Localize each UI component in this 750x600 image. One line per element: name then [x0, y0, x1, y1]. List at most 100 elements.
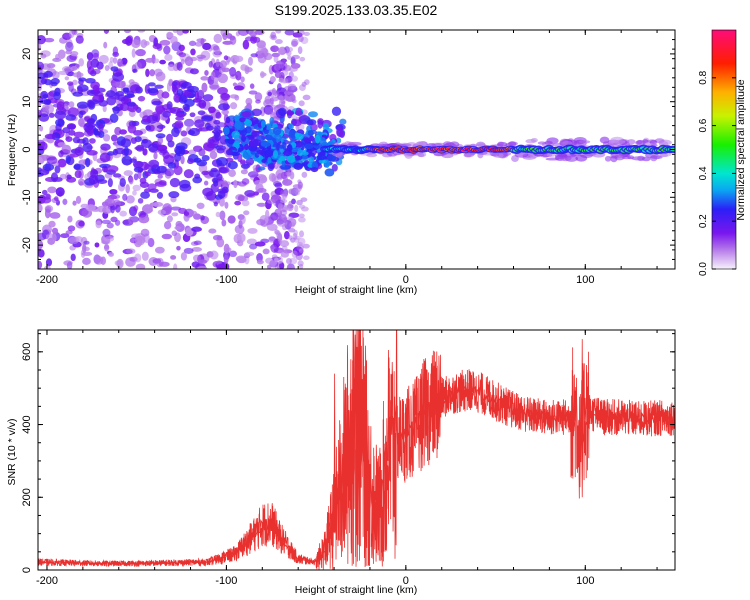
spectrogram-cell: [227, 215, 236, 224]
spectrogram-cell: [166, 82, 171, 92]
spectrogram-cell: [276, 215, 283, 223]
spectrogram-cell: [166, 133, 173, 143]
spectrogram-cell: [496, 141, 508, 148]
spectrogram-cell: [134, 61, 142, 70]
spectrogram-cell: [262, 248, 270, 255]
spectrogram-cell: [68, 30, 75, 39]
spectrogram-cell: [180, 251, 188, 261]
spectrogram-cell: [166, 101, 173, 110]
spectrogram-ytick-label: 10: [21, 96, 33, 108]
spectrogram-cell: [119, 210, 127, 217]
colorbar-tick-label: 0.8: [698, 70, 709, 84]
spectrogram-cell: [167, 64, 176, 72]
spectrogram-cell: [166, 31, 173, 38]
spectrogram-cell: [137, 30, 146, 33]
spectrogram-cell: [131, 48, 136, 58]
spectrogram-cell: [125, 248, 136, 255]
spectrogram-cell: [76, 70, 82, 80]
spectrogram-cell: [46, 63, 56, 69]
spectrogram-cell: [135, 49, 146, 57]
spectrogram-cell: [93, 129, 99, 136]
spectrogram-cell: [561, 140, 573, 145]
spectrogram-cell: [130, 84, 141, 94]
spectrogram-cell: [38, 125, 44, 132]
spectrogram-cell: [270, 104, 278, 110]
spectrogram-cell: [99, 152, 111, 163]
spectrogram-cell: [637, 155, 645, 162]
spectrogram-cell: [132, 68, 138, 73]
spectrogram-cell: [266, 264, 272, 269]
spectrogram-cell: [295, 252, 303, 261]
spectrogram-cell: [174, 120, 184, 128]
spectrogram-cell: [84, 123, 97, 128]
spectrogram-cell: [162, 151, 170, 159]
spectrogram-cell: [54, 196, 59, 202]
spectrogram-cell: [38, 35, 46, 45]
spectrogram-cell: [113, 173, 122, 178]
spectrogram-cell: [110, 66, 119, 72]
spectrogram-cell: [216, 156, 229, 167]
spectrogram-cell: [267, 91, 272, 97]
spectrogram-cell: [96, 179, 108, 184]
spectrogram-cell: [200, 76, 209, 81]
spectrogram-cell: [132, 160, 144, 168]
spectrogram-cell: [235, 255, 247, 263]
snr-ytick-label: 600: [21, 343, 33, 361]
spectrogram-cell: [235, 70, 242, 81]
spectrogram-cell: [300, 197, 308, 202]
spectrogram-cell: [283, 90, 291, 96]
spectrogram-cell: [117, 94, 126, 102]
spectrogram-cell: [224, 201, 229, 209]
spectrogram-cell: [225, 247, 232, 252]
spectrogram-cell: [123, 30, 132, 34]
spectrogram-cell: [257, 44, 267, 54]
spectrogram-cell: [191, 226, 202, 232]
spectrogram-cell: [296, 241, 303, 247]
spectrogram-cell: [274, 230, 281, 236]
spectrogram-cell: [74, 169, 82, 179]
spectrogram-cell: [123, 146, 129, 157]
spectrogram-cell: [48, 220, 56, 228]
colorbar-tick-label: 0.6: [698, 118, 709, 132]
spectrogram-cell: [176, 61, 183, 71]
spectrogram-cell: [242, 39, 250, 50]
spectrogram-cell: [180, 58, 185, 65]
spectrogram-cell: [215, 211, 221, 218]
spectrogram-cell: [176, 245, 181, 251]
spectrogram-cell: [298, 213, 305, 218]
snr-ticks: -200 -100 0 100 0 200 400 600: [21, 330, 675, 587]
spectrogram-cell: [128, 176, 134, 185]
spectrogram-cell: [246, 238, 257, 245]
spectrogram-cell: [112, 57, 118, 64]
spectrogram-cell: [272, 150, 279, 159]
spectrogram-cell: [627, 155, 635, 160]
spectrogram-cell: [253, 180, 264, 187]
spectrogram-cell: [241, 134, 247, 142]
spectrogram-cell: [172, 81, 178, 87]
spectrogram-cell: [254, 152, 260, 158]
spectrogram-xtick-label: -100: [215, 274, 237, 286]
spectrogram-cell: [145, 68, 150, 78]
spectrogram-cell: [196, 102, 206, 107]
spectrogram-cell: [284, 95, 290, 101]
spectrogram-cell: [104, 65, 110, 71]
spectrogram-cell: [248, 140, 253, 147]
spectrogram-cell: [546, 153, 557, 157]
spectrogram-cell: [192, 176, 203, 184]
spectrogram-cell: [256, 149, 267, 155]
spectrogram-cell: [268, 214, 277, 221]
spectrogram-cell: [288, 123, 294, 130]
spectrogram-cell: [149, 69, 156, 77]
spectrogram-cell: [278, 107, 287, 116]
spectrogram-cell: [219, 60, 227, 69]
spectrogram-cell: [118, 129, 127, 135]
spectrogram-cell: [153, 58, 160, 64]
spectrogram-cell: [277, 249, 284, 254]
spectrogram-cell: [284, 77, 292, 84]
spectrogram-cell: [231, 130, 240, 139]
snr-series-line: [38, 330, 675, 570]
spectrogram-cell: [234, 120, 242, 130]
spectrogram-cell: [102, 104, 107, 113]
spectrogram-cell: [267, 156, 272, 164]
